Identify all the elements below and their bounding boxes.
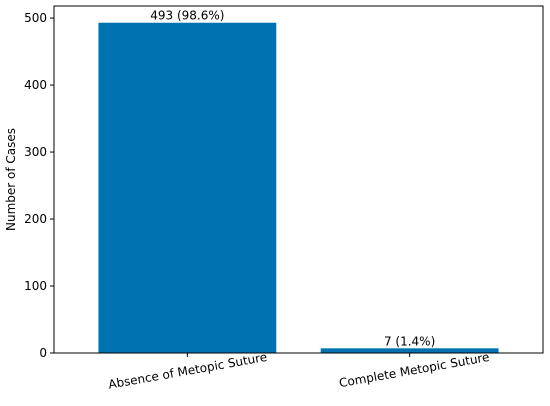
y-tick-label: 500 [24,11,47,25]
bar-value-label: 7 (1.4%) [384,334,435,348]
bar-value-label: 493 (98.6%) [150,9,224,23]
y-axis: 0 100 200 300 400 500 [24,11,54,360]
y-tick-label: 0 [39,346,47,360]
x-tick-label: Complete Metopic Suture [338,350,491,390]
bar [320,348,499,353]
x-axis: Absence of Metopic Suture Complete Metopi… [107,350,490,392]
y-tick-label: 100 [24,279,47,293]
bar [98,22,277,354]
plot-frame [53,5,544,354]
y-tick-label: 200 [24,212,47,226]
y-tick-label: 300 [24,145,47,159]
bars-group [98,22,499,354]
y-tick-label: 400 [24,78,47,92]
y-axis-title: Number of Cases [4,128,18,231]
data-labels-group: 493 (98.6%) 7 (1.4%) [150,9,435,349]
